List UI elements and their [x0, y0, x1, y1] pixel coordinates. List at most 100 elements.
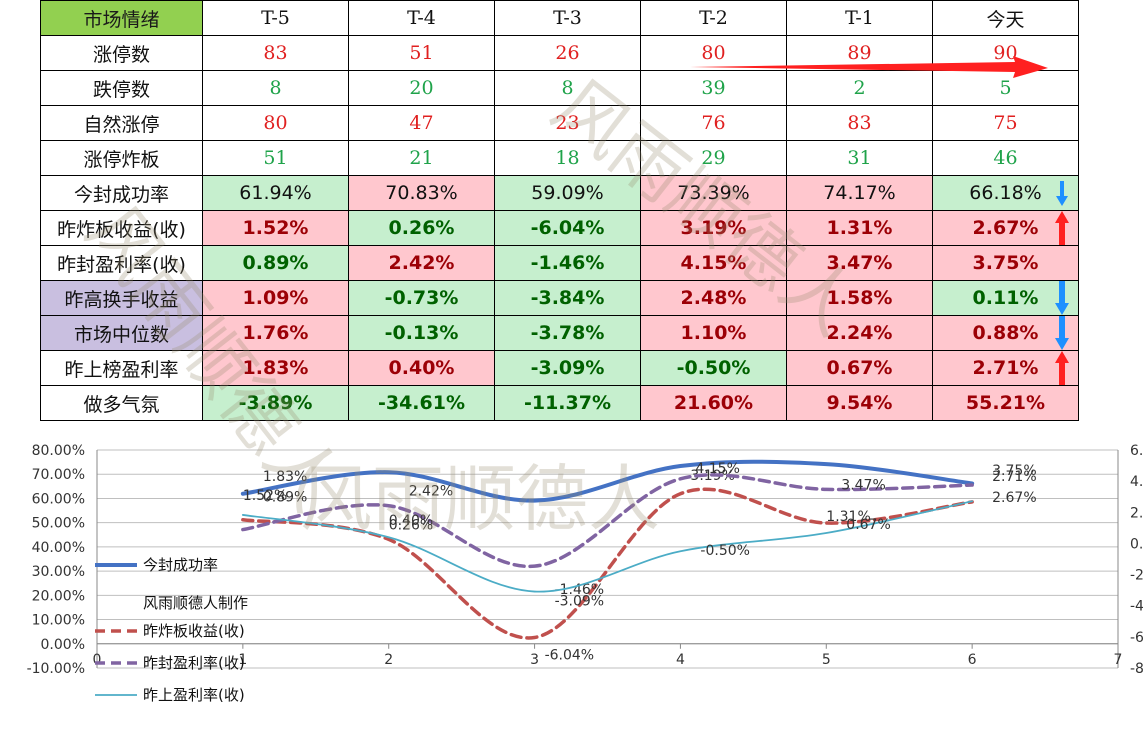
series-line [241, 487, 974, 640]
table-cell[interactable]: 21 [348, 140, 495, 176]
row-label-cell[interactable]: 自然涨停 [40, 105, 203, 141]
row-label-cell[interactable]: 今封成功率 [40, 175, 203, 211]
table-cell[interactable]: 59.09% [494, 175, 641, 211]
table-cell[interactable]: -0.13% [348, 315, 495, 351]
data-label: 3.75% [992, 463, 1036, 479]
table-cell[interactable]: 26 [494, 35, 641, 71]
table-cell[interactable]: 61.94% [202, 175, 349, 211]
data-label: 3.47% [841, 477, 885, 493]
table-cell[interactable]: 80 [202, 105, 349, 141]
table-cell[interactable]: 9.54% [786, 385, 933, 421]
table-cell[interactable]: 0.88% [932, 315, 1079, 351]
y2-tick-label: 6. [1130, 443, 1143, 459]
table-cell[interactable]: 8 [202, 70, 349, 106]
y-tick-label: 80.00% [32, 443, 85, 459]
table-cell[interactable]: 1.52% [202, 210, 349, 246]
y2-tick-label: -4 [1130, 599, 1143, 615]
table-cell[interactable]: -0.50% [640, 350, 787, 386]
table-cell[interactable]: 83 [786, 105, 933, 141]
table-cell[interactable]: 90 [932, 35, 1079, 71]
table-row: 昨上榜盈利率 1.83% 0.40% -3.09% -0.50% 0.67% 2.71% [40, 350, 1079, 386]
table-cell[interactable]: 3.47% [786, 245, 933, 281]
table-row: 做多气氛 -3.89% -34.61% -11.37% 21.60% 9.54% 55.21… [40, 385, 1079, 421]
table-cell[interactable]: 21.60% [640, 385, 787, 421]
table-cell[interactable]: 29 [640, 140, 787, 176]
data-label: 0.26% [389, 517, 433, 533]
table-row: 昨炸板收益(收) 1.52% 0.26% -6.04% 3.19% 1.31% 2.67% [40, 210, 1079, 246]
table-cell[interactable]: 51 [202, 140, 349, 176]
table-cell[interactable]: 51 [348, 35, 495, 71]
table-cell[interactable]: 2.67% [932, 210, 1079, 246]
table-row: 昨封盈利率(收) 0.89% 2.42% -1.46% 4.15% 3.47% 3.75% [40, 245, 1079, 281]
y2-tick-label: -8 [1130, 661, 1143, 677]
table-cell[interactable]: 76 [640, 105, 787, 141]
table-cell[interactable]: 75 [932, 105, 1079, 141]
table-cell[interactable]: -34.61% [348, 385, 495, 421]
row-label-cell[interactable]: 涨停数 [40, 35, 203, 71]
table-cell[interactable]: 0.11% [932, 280, 1079, 316]
table-cell[interactable]: 55.21% [932, 385, 1079, 421]
arrow-down-icon [1055, 281, 1069, 315]
table-cell[interactable]: -0.73% [348, 280, 495, 316]
arrow-down-icon [1056, 181, 1068, 206]
table-cell[interactable]: 31 [786, 140, 933, 176]
table-cell[interactable]: 23 [494, 105, 641, 141]
table-cell[interactable]: 8 [494, 70, 641, 106]
table-cell[interactable]: 2.71% [932, 350, 1079, 386]
table-cell[interactable]: -3.89% [202, 385, 349, 421]
table-cell[interactable]: 70.83% [348, 175, 495, 211]
row-label-cell[interactable]: 涨停炸板 [40, 140, 203, 176]
table-cell[interactable]: 18 [494, 140, 641, 176]
x-tick-label: 3 [530, 652, 539, 668]
table-cell[interactable]: 46 [932, 140, 1079, 176]
row-label-cell[interactable]: 昨上榜盈利率 [40, 350, 203, 386]
row-label-cell[interactable]: 做多气氛 [40, 385, 203, 421]
table-cell[interactable]: 2.48% [640, 280, 787, 316]
table-cell[interactable]: -3.84% [494, 280, 641, 316]
table-cell[interactable]: 47 [348, 105, 495, 141]
table-cell[interactable]: 83 [202, 35, 349, 71]
table-cell[interactable]: -6.04% [494, 210, 641, 246]
table-cell[interactable]: 2.24% [786, 315, 933, 351]
table-cell[interactable]: 1.09% [202, 280, 349, 316]
table-cell[interactable]: 3.75% [932, 245, 1079, 281]
row-label-cell[interactable]: 昨炸板收益(收) [40, 210, 203, 246]
row-label-cell[interactable]: 跌停数 [40, 70, 203, 106]
table-cell[interactable]: 1.76% [202, 315, 349, 351]
table-cell[interactable]: -3.09% [494, 350, 641, 386]
table-cell[interactable]: 20 [348, 70, 495, 106]
row-label-cell[interactable]: 市场中位数 [40, 315, 203, 351]
table-cell[interactable]: 2 [786, 70, 933, 106]
table-cell[interactable]: 1.10% [640, 315, 787, 351]
row-label-cell[interactable]: 昨高换手收益 [40, 280, 203, 316]
table-cell[interactable]: 1.83% [202, 350, 349, 386]
table-cell[interactable]: 1.58% [786, 280, 933, 316]
column-header-cell[interactable]: T-5 [202, 0, 349, 36]
column-header-cell[interactable]: T-3 [494, 0, 641, 36]
table-cell[interactable]: 5 [932, 70, 1079, 106]
column-header-cell[interactable]: 今天 [932, 0, 1079, 36]
table-cell[interactable]: -11.37% [494, 385, 641, 421]
corner-header-cell[interactable]: 市场情绪 [40, 0, 203, 36]
table-cell[interactable]: 3.19% [640, 210, 787, 246]
data-label: 4.15% [695, 461, 739, 477]
table-cell[interactable]: 0.89% [202, 245, 349, 281]
column-header-cell[interactable]: T-4 [348, 0, 495, 36]
table-cell[interactable]: 2.42% [348, 245, 495, 281]
table-cell[interactable]: -1.46% [494, 245, 641, 281]
table-cell[interactable]: -3.78% [494, 315, 641, 351]
column-header-cell[interactable]: T-1 [786, 0, 933, 36]
table-cell[interactable]: 74.17% [786, 175, 933, 211]
table-cell[interactable]: 4.15% [640, 245, 787, 281]
table-cell[interactable]: 66.18% [932, 175, 1079, 211]
table-cell[interactable]: 0.40% [348, 350, 495, 386]
table-cell[interactable]: 1.31% [786, 210, 933, 246]
row-label-cell[interactable]: 昨封盈利率(收) [40, 245, 203, 281]
column-header-cell[interactable]: T-2 [640, 0, 787, 36]
table-cell[interactable]: 80 [640, 35, 787, 71]
table-cell[interactable]: 89 [786, 35, 933, 71]
table-cell[interactable]: 0.26% [348, 210, 495, 246]
table-cell[interactable]: 73.39% [640, 175, 787, 211]
table-cell[interactable]: 39 [640, 70, 787, 106]
table-cell[interactable]: 0.67% [786, 350, 933, 386]
